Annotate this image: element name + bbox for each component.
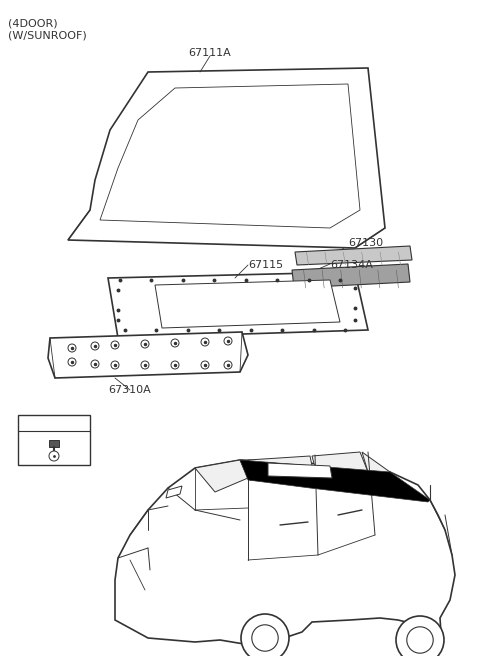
Text: 1129EA: 1129EA — [36, 418, 72, 428]
Circle shape — [171, 339, 179, 347]
Text: 67310A: 67310A — [108, 385, 151, 395]
Polygon shape — [48, 332, 248, 378]
Circle shape — [407, 626, 433, 653]
Circle shape — [201, 361, 209, 369]
Circle shape — [241, 614, 289, 656]
Polygon shape — [166, 486, 182, 498]
Text: 67134A: 67134A — [330, 260, 373, 270]
Circle shape — [49, 451, 59, 461]
Circle shape — [396, 616, 444, 656]
Circle shape — [111, 341, 119, 349]
Polygon shape — [155, 280, 340, 328]
Text: 67115: 67115 — [248, 260, 283, 270]
Polygon shape — [248, 456, 315, 480]
Polygon shape — [268, 463, 332, 478]
Polygon shape — [295, 246, 412, 265]
Circle shape — [91, 360, 99, 368]
Polygon shape — [362, 452, 420, 500]
Polygon shape — [115, 460, 455, 648]
Circle shape — [68, 358, 76, 366]
Bar — [49, 440, 59, 447]
Polygon shape — [240, 460, 430, 502]
Circle shape — [171, 361, 179, 369]
Circle shape — [111, 361, 119, 369]
Text: 67130: 67130 — [348, 238, 383, 248]
Polygon shape — [312, 452, 368, 478]
Polygon shape — [108, 272, 368, 338]
Text: (4DOOR): (4DOOR) — [8, 18, 58, 28]
Text: 67111A: 67111A — [189, 48, 231, 58]
Polygon shape — [195, 460, 248, 492]
Circle shape — [201, 338, 209, 346]
Polygon shape — [292, 264, 410, 288]
Bar — [18, 415, 90, 465]
Polygon shape — [68, 68, 385, 248]
Circle shape — [224, 337, 232, 345]
Circle shape — [252, 625, 278, 651]
Circle shape — [141, 340, 149, 348]
Circle shape — [68, 344, 76, 352]
Circle shape — [91, 342, 99, 350]
Text: (W/SUNROOF): (W/SUNROOF) — [8, 30, 87, 40]
Circle shape — [224, 361, 232, 369]
Circle shape — [141, 361, 149, 369]
